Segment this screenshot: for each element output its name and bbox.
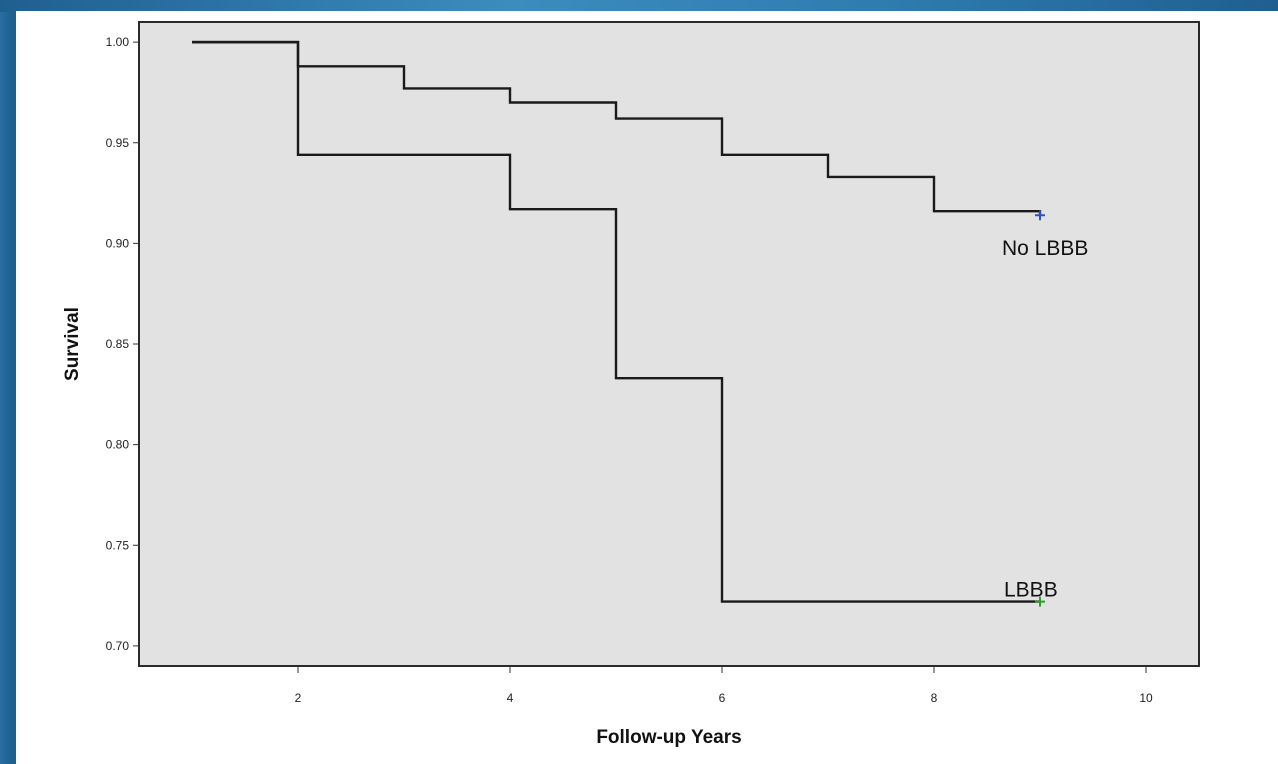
slide-top-bar (0, 0, 1278, 12)
x-tick-label: 8 (931, 691, 938, 705)
x-tick-label: 4 (507, 691, 514, 705)
series-label: LBBB (1004, 579, 1058, 602)
plot-area (138, 21, 1200, 667)
series-group: No LBBB LBBB (192, 40, 1088, 607)
series-label: No LBBB (1002, 237, 1088, 260)
x-tick-label: 6 (719, 691, 726, 705)
x-axis-label: Follow-up Years (596, 727, 741, 748)
y-tick-label: 0.95 (106, 136, 130, 150)
censor-mark (1035, 210, 1045, 221)
series-line-no-lbbb (192, 40, 1042, 216)
y-tick-label: 0.80 (106, 438, 130, 452)
censor-mark (1035, 596, 1045, 607)
y-axis-ticks: 0.70 0.75 0.80 0.85 0.90 0.95 1.00 (106, 35, 139, 653)
x-axis-ticks: 2 4 6 8 10 (295, 666, 1153, 705)
series-line-lbbb (192, 40, 1040, 603)
y-tick-label: 0.75 (106, 538, 130, 552)
y-tick-label: 0.70 (106, 639, 130, 653)
y-tick-label: 0.90 (106, 236, 130, 250)
x-tick-label: 10 (1139, 691, 1153, 705)
x-tick-label: 2 (295, 691, 302, 705)
y-axis-label: Survival (62, 307, 83, 381)
y-tick-label: 0.85 (106, 337, 130, 351)
y-tick-label: 1.00 (106, 35, 130, 49)
